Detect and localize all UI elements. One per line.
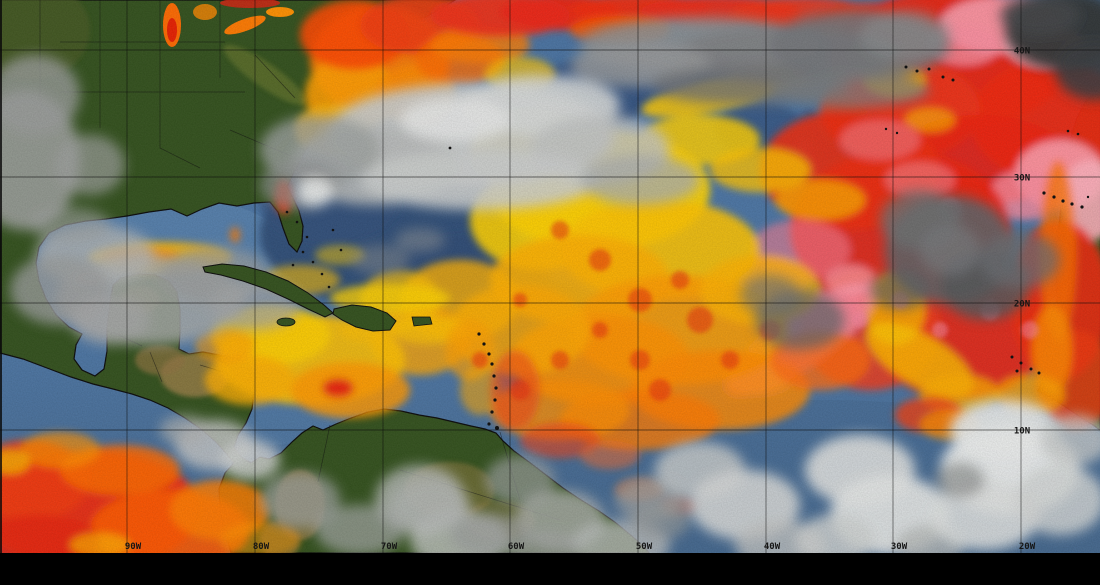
map-canvas: 90W 80W 70W 60W 50W 40W 30W 20W 40N 30N 20N 10N bbox=[0, 0, 1100, 570]
longitude-label: 90W bbox=[125, 542, 142, 552]
longitude-label: 50W bbox=[636, 542, 653, 552]
satellite-map: 90W 80W 70W 60W 50W 40W 30W 20W 40N 30N 20N 10N bbox=[0, 0, 1100, 570]
longitude-label: 30W bbox=[891, 542, 908, 552]
latitude-label: 30N bbox=[1014, 174, 1030, 184]
legend-bar: LESS <----- DRY AIR (LOW/MID-LEVEL) AND/… bbox=[0, 553, 1100, 585]
longitude-label: 60W bbox=[508, 542, 525, 552]
longitude-label: 20W bbox=[1019, 542, 1036, 552]
latitude-label: 20N bbox=[1014, 300, 1030, 310]
grain-light bbox=[0, 0, 1100, 553]
map-left-edge bbox=[0, 0, 2, 553]
longitude-label: 80W bbox=[253, 542, 270, 552]
grid-layer: 90W 80W 70W 60W 50W 40W 30W 20W 40N 30N 20N 10N bbox=[124, 46, 1036, 552]
latitude-label: 40N bbox=[1014, 47, 1030, 57]
longitude-label: 70W bbox=[381, 542, 398, 552]
latitude-label: 10N bbox=[1014, 427, 1030, 437]
longitude-label: 40W bbox=[764, 542, 781, 552]
